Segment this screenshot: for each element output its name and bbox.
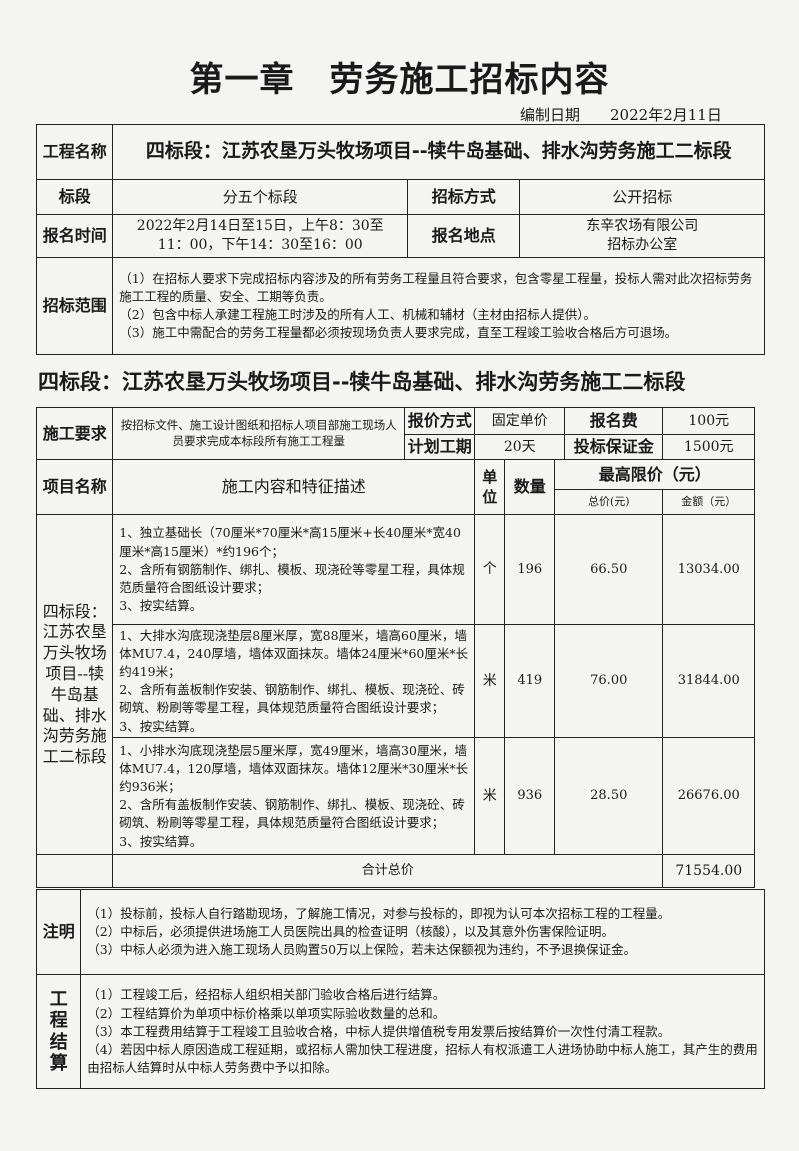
signup-time-label: 报名时间: [36, 214, 114, 259]
req-text: 按招标文件、施工设计图纸和招标人项目部施工现场人员要求完成本标段所有施工工程量: [112, 407, 406, 461]
project-name: 四标段：江苏农垦万头牧场项目--犊牛岛基础、排水沟劳务施工二标段: [112, 124, 766, 181]
note-item: （2）中标后，必须提供进场施工人员医院出具的检查证明（核酸），以及其意外伤害保险…: [87, 924, 614, 940]
scope-label: 招标范围: [36, 257, 114, 356]
item-amount: 13034.00: [662, 514, 756, 626]
settlement-item: （3）本工程费用结算于工程竣工且验收合格，中标人提供增值税专用发票后按结算价一次…: [87, 1023, 671, 1039]
settlement-label: 工程结算: [36, 974, 82, 1090]
quote-label: 报价方式: [404, 407, 476, 436]
item-amount: 31844.00: [662, 624, 756, 739]
req-label: 施工要求: [36, 407, 114, 461]
desc-line: 2、含所有盖板制作安装、钢筋制作、绑扎、模板、现浇砼、砖砌筑、粉刷等零星工程，具…: [119, 797, 465, 831]
compile-date-label: 编制日期: [520, 106, 581, 124]
desc-line: 1、小排水沟底现浇垫层5厘米厚，宽49厘米，墙高30厘米，墙体MU7.4，120…: [119, 742, 469, 795]
scope-item: （3）施工中需配合的劳务工程量都必须按现场负责人要求完成，直至工程竣工验收合格后…: [119, 325, 678, 341]
item-desc: 1、大排水沟底现浇垫层8厘米厚，宽88厘米，墙高60厘米，墙体MU7.4，240…: [112, 624, 476, 739]
notes-text: （1）投标前，投标人自行踏勘现场，了解施工情况，对参与投标的，即视为认可本次招标…: [80, 889, 766, 976]
item-desc: 1、独立基础长（70厘米*70厘米*高15厘米+长40厘米*宽40厘米*高15厘…: [112, 514, 476, 626]
total-label: 合计总价: [112, 854, 664, 889]
settlement-item: （4）若因中标人原因造成工程延期，或招标人需加快工程进度，招标人有权派遣工人进场…: [87, 1041, 758, 1075]
signup-place: 东辛农场有限公司 招标办公室: [519, 214, 766, 259]
header-name: 项目名称: [36, 459, 114, 516]
desc-line: 2、含所有钢筋制作、绑扎、模板、现浇砼等零星工程，具体规范质量符合图纸设计要求；: [119, 561, 465, 595]
signup-place-line: 东辛农场有限公司: [586, 218, 699, 235]
header-max-price: 最高限价（元）: [554, 459, 756, 491]
item-unit: 个: [474, 514, 506, 626]
method-value: 公开招标: [519, 179, 766, 216]
deposit-value: 1500元: [662, 434, 756, 461]
scope-text: （1）在招标人要求下完成招标内容涉及的所有劳务工程量且符合要求，包含零星工程量，…: [112, 257, 766, 356]
desc-line: 3、按实结算。: [119, 597, 203, 613]
signup-place-line: 招标办公室: [607, 237, 678, 254]
total-blank: [36, 854, 114, 889]
desc-line: 1、大排水沟底现浇垫层8厘米厚，宽88厘米，墙高60厘米，墙体MU7.4，240…: [119, 627, 469, 680]
header-unit-price: 总价(元): [554, 489, 664, 516]
quote-value: 固定单价: [474, 407, 566, 436]
signup-time: 2022年2月14日至15日，上午8：30至 11：00，下午14：30至16：0…: [112, 214, 409, 259]
total-value: 71554.00: [662, 854, 756, 889]
compile-date-value: 2022年2月11日: [610, 106, 722, 124]
method-label: 招标方式: [407, 179, 521, 216]
item-unit: 米: [474, 624, 506, 739]
item-price: 66.50: [554, 514, 664, 626]
section-heading: 四标段：江苏农垦万头牧场项目--犊牛岛基础、排水沟劳务施工二标段: [38, 370, 686, 394]
desc-line: 3、按实结算。: [119, 718, 203, 734]
fee-label: 报名费: [564, 407, 664, 436]
item-desc: 1、小排水沟底现浇垫层5厘米厚，宽49厘米，墙高30厘米，墙体MU7.4，120…: [112, 737, 476, 856]
project-cell: 四标段：江苏农垦万头牧场项目--犊牛岛基础、排水沟劳务施工二标段: [36, 514, 114, 856]
settlement-item: （1）工程竣工后，经招标人组织相关部门验收合格后进行结算。: [87, 987, 446, 1003]
fee-value: 100元: [662, 407, 756, 436]
deposit-label: 投标保证金: [564, 434, 664, 461]
page-title: 第一章 劳务施工招标内容: [189, 60, 610, 100]
item-price: 28.50: [554, 737, 664, 856]
scope-item: （1）在招标人要求下完成招标内容涉及的所有劳务工程量且符合要求，包含零星工程量，…: [119, 271, 753, 305]
note-item: （3）中标人必须为进入施工现场人员购置50万以上保险，若未达保额视为违约，不予退…: [87, 942, 637, 958]
settlement-item: （2）工程结算价为单项中标价格乘以单项实际验收数量的总和。: [87, 1005, 446, 1021]
item-unit: 米: [474, 737, 506, 856]
item-qty: 936: [504, 737, 556, 856]
item-amount: 26676.00: [662, 737, 756, 856]
desc-line: 3、按实结算。: [119, 833, 203, 849]
header-amount: 金额（元）: [662, 489, 756, 516]
desc-line: 2、含所有盖板制作安装、钢筋制作、绑扎、模板、现浇砼、砖砌筑、粉刷等零星工程，具…: [119, 682, 465, 716]
compile-date: 编制日期 2022年2月11日: [520, 104, 752, 125]
item-qty: 419: [504, 624, 556, 739]
section-value: 分五个标段: [112, 179, 409, 216]
notes-label: 注明: [36, 889, 82, 976]
project-name-label: 工程名称: [36, 124, 114, 181]
signup-time-line: 11：00，下午14：30至16：00: [157, 237, 363, 254]
period-value: 20天: [474, 434, 566, 461]
signup-time-line: 2022年2月14日至15日，上午8：30至: [136, 218, 384, 235]
item-qty: 196: [504, 514, 556, 626]
settlement-text: （1）工程竣工后，经招标人组织相关部门验收合格后进行结算。 （2）工程结算价为单项…: [80, 974, 766, 1090]
period-label: 计划工期: [404, 434, 476, 461]
header-desc: 施工内容和特征描述: [112, 459, 476, 516]
item-price: 76.00: [554, 624, 664, 739]
note-item: （1）投标前，投标人自行踏勘现场，了解施工情况，对参与投标的，即视为认可本次招标…: [87, 906, 671, 922]
header-qty: 数量: [504, 459, 556, 516]
scope-item: （2）包含中标人承建工程施工时涉及的所有人工、机械和辅材（主材由招标人提供）。: [119, 307, 596, 323]
header-unit: 单位: [474, 459, 506, 516]
section-label: 标段: [36, 179, 114, 216]
signup-place-label: 报名地点: [407, 214, 521, 259]
desc-line: 1、独立基础长（70厘米*70厘米*高15厘米+长40厘米*宽40厘米*高15厘…: [119, 525, 461, 559]
